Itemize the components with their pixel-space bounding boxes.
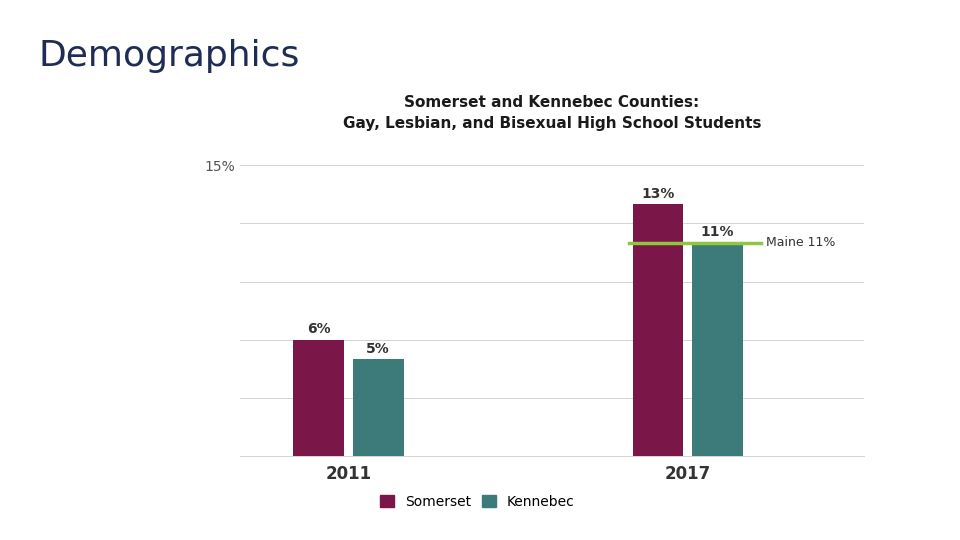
- Text: Somerset and Kennebec Counties:
Gay, Lesbian, and Bisexual High School Students: Somerset and Kennebec Counties: Gay, Les…: [343, 96, 761, 131]
- Bar: [352, 359, 403, 456]
- Text: 6%: 6%: [307, 322, 330, 336]
- Bar: [633, 204, 684, 456]
- Text: 11%: 11%: [701, 225, 734, 239]
- Legend: Somerset, Kennebec: Somerset, Kennebec: [374, 489, 580, 515]
- Bar: [692, 243, 743, 456]
- Bar: [294, 340, 345, 456]
- Text: Maine 11%: Maine 11%: [766, 237, 836, 249]
- Text: 13%: 13%: [641, 186, 675, 200]
- Text: 5%: 5%: [367, 342, 390, 356]
- Text: 19: 19: [921, 515, 936, 528]
- Text: Demographics: Demographics: [38, 39, 300, 72]
